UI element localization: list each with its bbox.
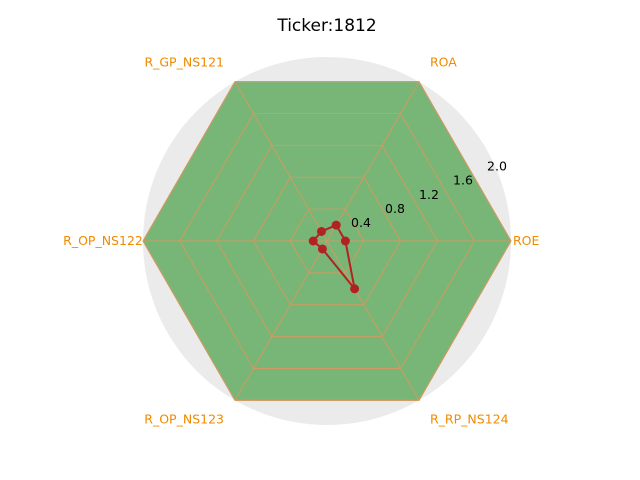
grid-spoke-4 [234,240,328,401]
axis-label-3: R_OP_NS122 [63,233,143,248]
series-point-5 [350,284,360,294]
rtick-label-2: 1.2 [419,187,439,202]
series-point-2 [316,226,326,236]
series-point-1 [331,220,341,230]
axis-label-0: ROE [513,233,540,248]
series-point-3 [308,236,318,246]
series-point-0 [340,236,350,246]
grid-spoke-5 [326,240,420,401]
rtick-label-1: 0.8 [385,201,405,216]
rtick-label-4: 2.0 [487,159,507,174]
axis-label-5: R_RP_NS124 [430,411,509,426]
grid-spoke-2 [234,81,328,242]
axis-labels: ROE ROA R_GP_NS121 R_OP_NS122 R_OP_NS123 R_RP… [63,55,539,427]
grid-spoke-1 [326,81,420,242]
chart-title: Ticker:1812 [276,16,376,36]
radial-tick-labels: 0.4 0.8 1.2 1.6 2.0 [351,159,507,230]
axis-label-4: R_OP_NS123 [144,411,224,426]
series-point-4 [317,244,327,254]
rtick-label-0: 0.4 [351,215,371,230]
rtick-label-3: 1.6 [453,173,473,188]
grid-lines [142,81,512,401]
series-markers [308,220,360,294]
axis-label-1: ROA [430,55,457,70]
axis-label-2: R_GP_NS121 [144,55,224,70]
